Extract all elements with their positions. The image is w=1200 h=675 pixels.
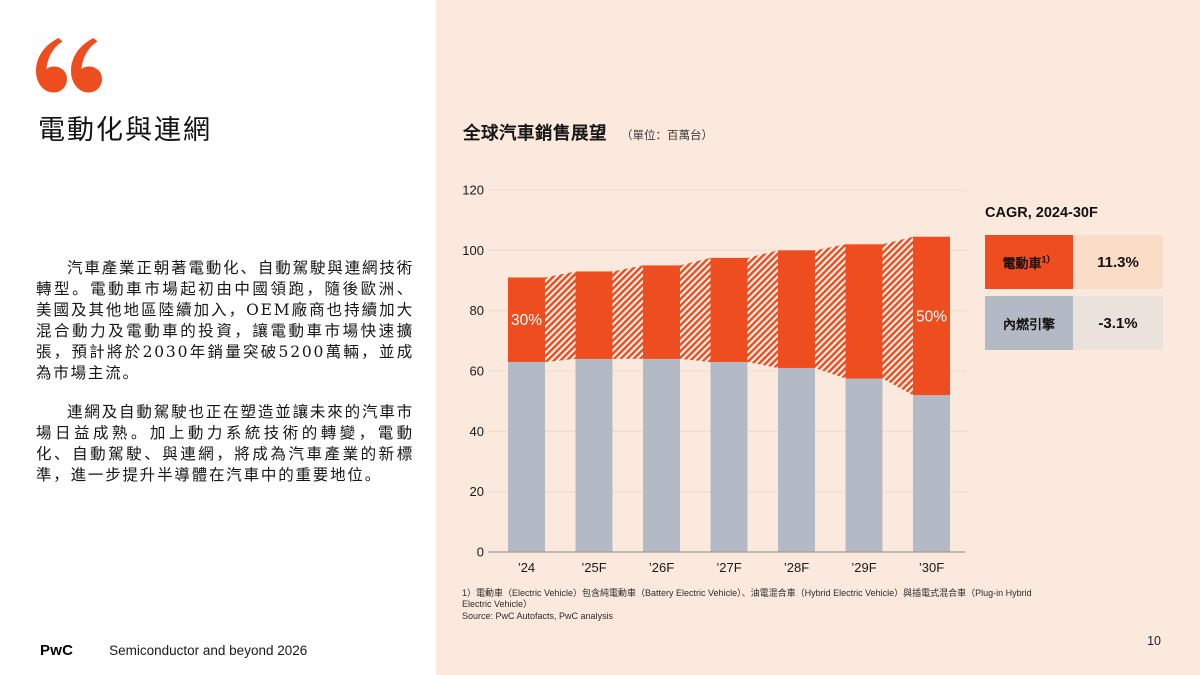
document-title: Semiconductor and beyond 2026	[109, 643, 308, 658]
source-note: Source: PwC Autofacts, PwC analysis	[462, 611, 614, 621]
footnote: 1）電動車（Electric Vehicle）包含純電動車（Battery El…	[462, 588, 1062, 622]
svg-text:0: 0	[477, 545, 484, 560]
paragraph-2: 連網及自動駕駛也正在塑造並讓未來的汽車市場日益成熟。加上動力系統技術的轉變，電動…	[36, 403, 414, 484]
svg-text:50%: 50%	[916, 308, 947, 325]
page-number: 10	[1147, 634, 1161, 648]
svg-text:20: 20	[470, 484, 484, 499]
chart-title: 全球汽車銷售展望	[463, 123, 607, 143]
ice-label: 內燃引擎	[1002, 316, 1055, 332]
legend-title: CAGR, 2024-30F	[985, 205, 1098, 221]
legend-row-ev: 電動車1） 11.3%	[985, 235, 1163, 289]
svg-text:’27F: ’27F	[716, 560, 741, 575]
svg-text:40: 40	[470, 424, 484, 439]
paragraph-1: 汽車產業正朝著電動化、自動駕駛與連網技術轉型。電動車市場起初由中國領跑，隨後歐洲…	[36, 259, 414, 382]
chart-unit-label: （單位：百萬台）	[621, 130, 713, 142]
svg-text:60: 60	[470, 364, 484, 379]
pwc-logo: PwC	[40, 642, 74, 659]
svg-text:’29F: ’29F	[851, 560, 876, 575]
svg-text:100: 100	[462, 243, 484, 258]
svg-text:’26F: ’26F	[649, 560, 674, 575]
slide-footer: PwC Semiconductor and beyond 2026	[40, 642, 307, 659]
svg-text:120: 120	[462, 183, 484, 198]
svg-text:’25F: ’25F	[581, 560, 606, 575]
chart-panel: 全球汽車銷售展望 （單位：百萬台） 0 20 40 60 80 100 120 30% 50% ’…	[436, 0, 1200, 675]
body-text: 汽車產業正朝著電動化、自動駕駛與連網技術轉型。電動車市場起初由中國領跑，隨後歐洲…	[36, 258, 414, 486]
page-title: 電動化與連網	[38, 115, 212, 146]
ice-swatch: 內燃引擎	[985, 296, 1073, 350]
ev-footnote-marker: 1）	[1041, 254, 1056, 265]
svg-text:30%: 30%	[511, 312, 542, 329]
vehicle-sales-stacked-bar-chart: 0 20 40 60 80 100 120 30% 50% ’24 ’25F ’26F ’27F ’28F…	[455, 178, 990, 590]
footnote-definition: 1）電動車（Electric Vehicle）包含純電動車（Battery El…	[462, 588, 1032, 609]
svg-text:’24: ’24	[518, 560, 535, 575]
left-panel: 電動化與連網 汽車產業正朝著電動化、自動駕駛與連網技術轉型。電動車市場起初由中國…	[0, 0, 436, 675]
open-quote-icon	[36, 38, 102, 93]
svg-text:80: 80	[470, 303, 484, 318]
cagr-legend: CAGR, 2024-30F 電動車1） 11.3% 內燃引擎 -3.1%	[985, 205, 1163, 357]
legend-row-ice: 內燃引擎 -3.1%	[985, 296, 1163, 350]
ice-cagr-value: -3.1%	[1073, 296, 1163, 350]
svg-text:’28F: ’28F	[784, 560, 809, 575]
chart-header: 全球汽車銷售展望 （單位：百萬台）	[463, 120, 713, 145]
ev-swatch: 電動車1）	[985, 235, 1073, 289]
ev-cagr-value: 11.3%	[1073, 235, 1163, 289]
ev-label: 電動車	[1002, 255, 1042, 271]
svg-text:’30F: ’30F	[919, 560, 944, 575]
